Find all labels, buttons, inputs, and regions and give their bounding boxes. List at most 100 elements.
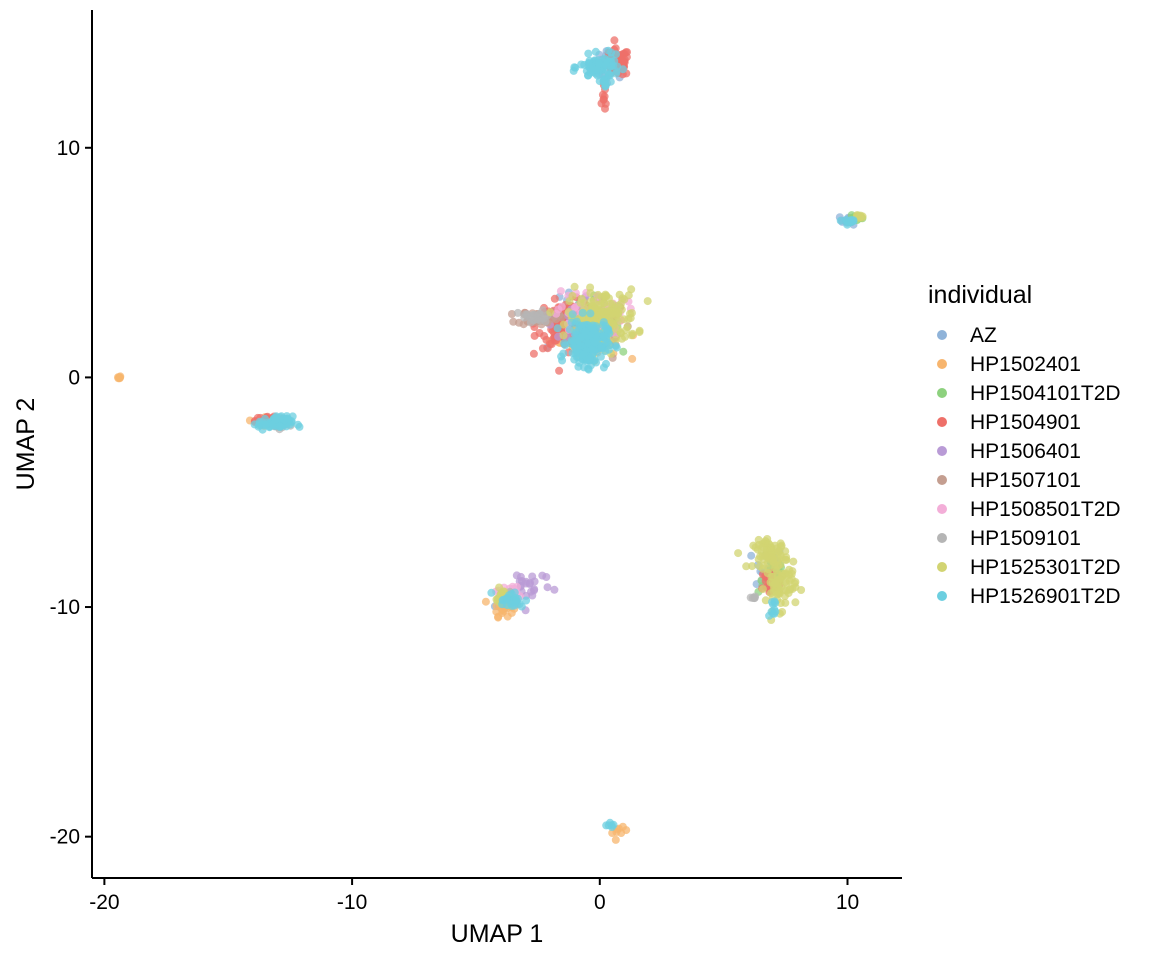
data-point xyxy=(528,591,537,600)
data-point xyxy=(535,329,544,337)
data-point xyxy=(773,590,782,599)
data-point xyxy=(579,350,588,359)
data-point xyxy=(517,577,526,585)
data-point xyxy=(590,338,599,347)
data-point xyxy=(748,562,757,571)
data-point xyxy=(787,569,796,578)
data-point xyxy=(767,572,776,581)
legend-label: HP1507101 xyxy=(970,469,1081,492)
data-point xyxy=(494,613,503,622)
data-point xyxy=(584,71,593,80)
data-point xyxy=(611,335,620,344)
data-point xyxy=(581,327,590,336)
data-point xyxy=(751,543,760,552)
data-point xyxy=(557,302,566,311)
legend-label: HP1504101T2D xyxy=(970,382,1121,405)
data-point xyxy=(584,365,593,374)
data-point xyxy=(529,349,538,358)
data-point xyxy=(595,59,604,68)
legend-label: HP1526901T2D xyxy=(970,585,1121,608)
data-point xyxy=(550,294,559,303)
data-point xyxy=(591,47,600,56)
y-tick-label: -10 xyxy=(50,596,80,619)
data-point xyxy=(570,282,579,291)
legend-label: HP1504901 xyxy=(970,411,1081,434)
data-point xyxy=(618,294,627,303)
data-point xyxy=(546,308,555,317)
data-point xyxy=(543,583,552,592)
legend-swatch xyxy=(937,359,947,369)
data-point xyxy=(767,546,775,555)
data-point xyxy=(507,310,516,318)
data-point xyxy=(797,586,806,594)
data-point xyxy=(758,585,767,594)
data-point xyxy=(116,372,125,381)
data-point xyxy=(624,291,633,300)
legend-items: AZ HP1502401 HP1504101T2D HP1504901 HP150640… xyxy=(937,324,1121,608)
data-point xyxy=(559,320,568,329)
data-point xyxy=(522,596,531,605)
data-point xyxy=(609,320,618,329)
series-HP1504101T2D xyxy=(559,211,867,596)
data-point xyxy=(847,217,856,226)
data-point xyxy=(610,36,619,45)
data-point xyxy=(603,306,612,315)
data-point xyxy=(643,297,652,306)
data-point xyxy=(791,578,800,586)
data-point xyxy=(635,328,644,337)
data-point xyxy=(617,334,626,343)
data-point xyxy=(294,420,302,429)
data-point xyxy=(742,562,751,571)
data-point xyxy=(553,324,562,333)
data-point xyxy=(623,323,632,332)
x-tick-label: -20 xyxy=(89,891,119,914)
data-point xyxy=(776,539,785,548)
data-point xyxy=(560,339,569,348)
legend-swatch xyxy=(937,591,947,601)
data-point xyxy=(596,352,605,361)
data-point xyxy=(611,342,620,351)
data-point xyxy=(588,345,596,354)
legend-title: individual xyxy=(928,281,1032,309)
data-point xyxy=(513,308,522,317)
legend-label: HP1525301T2D xyxy=(970,556,1121,579)
data-point xyxy=(601,60,610,69)
data-point xyxy=(567,318,576,327)
data-point xyxy=(507,608,516,617)
data-point xyxy=(565,325,574,334)
legend-swatch xyxy=(937,446,947,456)
data-point xyxy=(611,835,620,844)
data-point xyxy=(603,325,611,334)
data-point xyxy=(619,65,627,74)
data-point xyxy=(791,598,800,607)
x-axis-ticks: -20 -10 0 10 xyxy=(89,878,859,914)
data-point xyxy=(747,551,756,560)
data-point xyxy=(481,597,490,606)
data-point xyxy=(584,339,593,348)
x-tick-label: 0 xyxy=(594,891,606,914)
data-point xyxy=(255,417,264,426)
data-point xyxy=(771,579,780,588)
y-axis-title: UMAP 2 xyxy=(12,398,40,491)
data-point xyxy=(570,303,579,312)
y-tick-label: -20 xyxy=(50,826,80,849)
data-point xyxy=(628,354,637,363)
x-axis-title: UMAP 1 xyxy=(451,920,544,948)
data-point xyxy=(550,585,559,594)
data-point xyxy=(528,572,537,581)
data-point xyxy=(542,573,551,581)
data-point xyxy=(526,318,535,327)
data-point xyxy=(261,420,270,429)
data-point xyxy=(586,289,595,297)
data-point xyxy=(529,310,538,319)
data-point xyxy=(774,547,783,556)
data-point xyxy=(568,310,577,319)
data-point xyxy=(759,561,768,570)
legend-swatch xyxy=(937,504,947,514)
data-point xyxy=(604,345,613,354)
data-point xyxy=(764,539,773,548)
data-point xyxy=(601,104,609,113)
data-point xyxy=(601,82,610,91)
data-point xyxy=(604,46,613,55)
data-point xyxy=(512,596,521,604)
